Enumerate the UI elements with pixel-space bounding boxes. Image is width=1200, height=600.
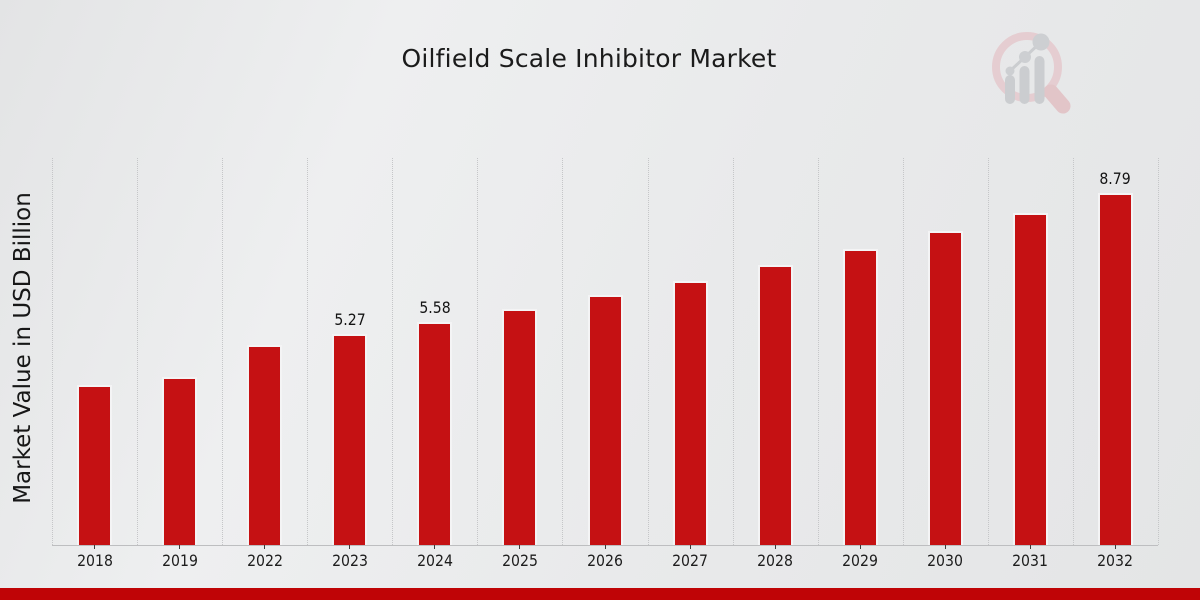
gridline [392, 158, 394, 545]
bar-2028 [757, 264, 793, 545]
x-axis-tick [689, 545, 691, 549]
bar-2022 [247, 344, 283, 545]
x-tick-label-2022: 2022 [246, 551, 283, 570]
bar-2025 [502, 308, 538, 545]
logo-dot-small [1005, 66, 1015, 76]
bar-2023 [332, 334, 368, 545]
x-tick-label-2025: 2025 [502, 551, 538, 570]
gridline [647, 158, 649, 545]
logo-dot-medium [1019, 51, 1031, 63]
x-tick-label-2026: 2026 [587, 551, 623, 570]
x-tick-label-2023: 2023 [331, 551, 368, 570]
gridline [562, 158, 564, 545]
gridline [137, 158, 139, 545]
bar-value-label-2032: 8.79 [1099, 169, 1132, 189]
x-tick-label-2027: 2027 [672, 551, 708, 570]
gridline [1158, 158, 1159, 545]
bar-2027 [672, 280, 708, 545]
x-tick-label-2028: 2028 [757, 551, 794, 570]
x-axis-tick [944, 545, 946, 549]
logo-dot-large [1032, 33, 1050, 51]
x-axis-tick [519, 545, 521, 549]
logo-bar-small [1005, 75, 1015, 104]
x-axis-tick [1029, 545, 1031, 549]
bar-2024 [417, 321, 453, 545]
x-axis-tick [434, 545, 436, 549]
gridline [987, 158, 989, 545]
bar-2032 [1097, 193, 1133, 545]
bar-value-label-2024: 5.58 [419, 297, 451, 317]
x-tick-label-2031: 2031 [1012, 551, 1049, 570]
gridline [307, 158, 309, 545]
logo-bar-medium [1019, 66, 1030, 104]
gridline [732, 158, 734, 545]
plot-area: 2018 2019 2022 5.27 2023 5.58 2024 2025 2026 2027… [52, 158, 1159, 570]
gridline [902, 158, 904, 545]
bar-value-label-2023: 5.27 [334, 310, 366, 330]
x-tick-label-2029: 2029 [842, 551, 879, 570]
gridline [477, 158, 479, 545]
x-axis-tick [94, 545, 96, 549]
x-axis-tick [1114, 545, 1116, 549]
x-tick-label-2019: 2019 [161, 551, 198, 570]
bar-2029 [842, 248, 878, 545]
bar-2018 [77, 384, 113, 545]
x-tick-label-2018: 2018 [76, 551, 113, 570]
magnifier-bar-chart-watermark-icon [992, 32, 1071, 114]
x-axis-tick [859, 545, 861, 549]
x-axis-tick [774, 545, 776, 549]
x-tick-label-2024: 2024 [416, 551, 453, 570]
x-tick-label-2032: 2032 [1097, 551, 1134, 570]
gridline [222, 158, 224, 545]
bar-2019 [162, 376, 198, 545]
x-axis-tick [349, 545, 351, 549]
logo-bar-large [1034, 56, 1045, 104]
x-axis-tick [604, 545, 606, 549]
gridline [817, 158, 819, 545]
bar-2031 [1012, 212, 1048, 545]
y-axis-label: Market Value in USD Billion [10, 192, 36, 504]
bar-2030 [927, 230, 963, 545]
gridline [52, 158, 53, 545]
x-tick-label-2030: 2030 [927, 551, 964, 570]
magnifier-handle [1043, 84, 1071, 114]
bar-2026 [587, 294, 623, 545]
footer-accent-bar [0, 588, 1200, 600]
gridline [1072, 158, 1074, 545]
x-axis-tick [179, 545, 181, 549]
chart-title: Oilfield Scale Inhibitor Market [401, 44, 777, 73]
x-axis-tick [264, 545, 266, 549]
